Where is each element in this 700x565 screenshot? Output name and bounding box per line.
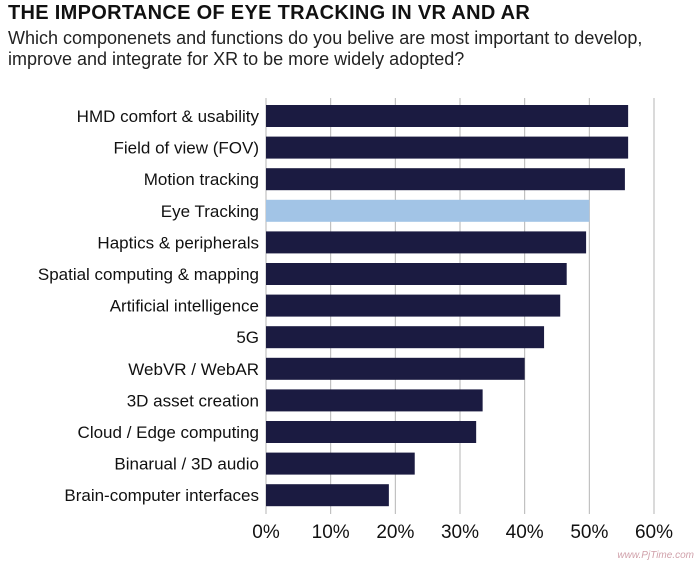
x-tick-labels: 0% 10% 20% 30% 40% 50% 60%: [252, 522, 673, 543]
category-label: Spatial computing & mapping: [38, 265, 259, 284]
x-tick-label: 60%: [635, 522, 673, 543]
chart-subtitle: Which componenets and functions do you b…: [8, 28, 643, 69]
bar: [266, 421, 477, 443]
x-tick-label: 50%: [570, 522, 608, 543]
bar: [266, 199, 590, 222]
x-tick-label: 20%: [376, 522, 414, 543]
x-tick-label: 30%: [441, 522, 479, 543]
bar: [266, 389, 483, 412]
category-label: 3D asset creation: [127, 391, 259, 410]
x-tick-label: 10%: [312, 522, 350, 543]
bar: [266, 294, 561, 317]
bar: [266, 263, 567, 285]
bar: [266, 168, 625, 191]
category-label: Cloud / Edge computing: [78, 423, 259, 442]
bar: [266, 452, 415, 475]
x-tick-label: 0%: [252, 522, 280, 543]
watermark: www.PjTime.com: [617, 550, 694, 561]
chart-title: THE IMPORTANCE OF EYE TRACKING IN VR AND…: [8, 2, 531, 24]
bar: [266, 105, 629, 127]
bars: [266, 105, 629, 507]
category-label: Brain-computer interfaces: [64, 486, 259, 505]
category-label: Eye Tracking: [161, 202, 259, 221]
category-label: Haptics & peripherals: [97, 233, 259, 252]
bar: [266, 326, 545, 349]
category-label: HMD comfort & usability: [77, 107, 260, 126]
category-label: WebVR / WebAR: [128, 360, 259, 379]
bar: [266, 484, 389, 507]
x-tick-label: 40%: [506, 522, 544, 543]
category-label: Motion tracking: [144, 170, 259, 189]
bar: [266, 231, 587, 254]
category-label: 5G: [236, 328, 259, 347]
category-label: Field of view (FOV): [114, 139, 259, 158]
category-labels: HMD comfort & usability Field of view (FO…: [38, 107, 260, 505]
category-label: Artificial intelligence: [110, 297, 259, 316]
category-label: Binarual / 3D audio: [114, 455, 259, 474]
bar: [266, 136, 629, 159]
bar: [266, 357, 525, 380]
